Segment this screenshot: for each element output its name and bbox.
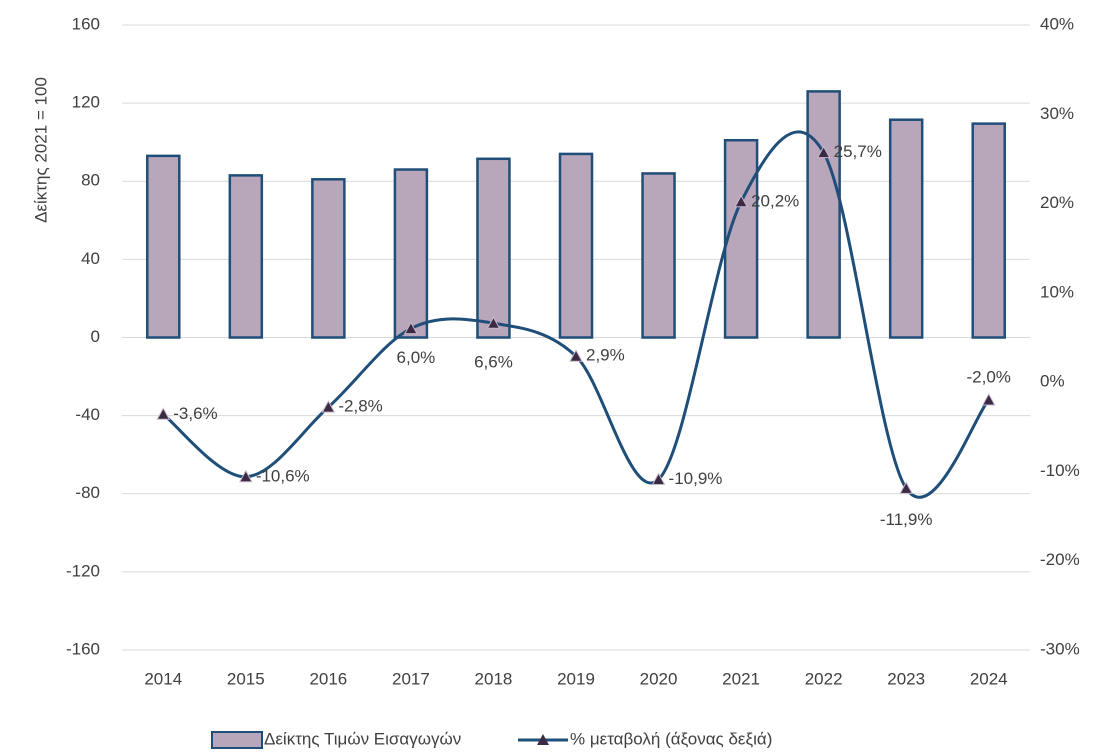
x-tick-label: 2017: [392, 669, 430, 688]
bar: [971, 122, 1006, 339]
y-tick-label: -160: [66, 639, 100, 658]
x-tick-label: 2024: [970, 669, 1008, 688]
x-tick-label: 2021: [722, 669, 760, 688]
x-tick-label: 2019: [557, 669, 595, 688]
marker: [238, 469, 253, 483]
legend-swatch: [211, 731, 263, 749]
x-tick-label: 2014: [144, 669, 182, 688]
y2-tick-label: -20%: [1040, 550, 1080, 569]
bar: [311, 178, 346, 339]
bar: [146, 154, 181, 339]
marker: [981, 392, 996, 406]
y-tick-label: 120: [72, 93, 100, 112]
data-label: 20,2%: [751, 191, 799, 210]
marker: [899, 481, 914, 494]
legend-label: Δείκτης Τιμών Εισαγωγών: [264, 729, 461, 748]
y2-tick-label: 10%: [1040, 282, 1074, 301]
data-label: 6,6%: [474, 353, 513, 372]
x-tick-label: 2022: [805, 669, 843, 688]
marker: [321, 400, 336, 413]
bar: [641, 172, 676, 339]
bar: [558, 152, 594, 339]
y2-tick-label: 0%: [1040, 372, 1065, 391]
data-label: 2,9%: [586, 346, 625, 365]
bar: [228, 174, 264, 339]
y2-tick-label: 30%: [1040, 104, 1074, 123]
y-tick-label: 160: [72, 14, 100, 33]
bar: [723, 138, 759, 339]
x-tick-label: 2023: [887, 669, 925, 688]
marker: [569, 349, 583, 362]
y2-tick-label: -30%: [1040, 639, 1080, 658]
legend-marker: [537, 734, 549, 745]
marker: [734, 194, 748, 208]
y2-tick-label: 20%: [1040, 193, 1074, 212]
y-tick-label: 0: [91, 327, 100, 346]
y-axis-label: Δείκτης 2021 = 100: [31, 77, 50, 223]
data-label: 25,7%: [834, 142, 882, 161]
y-tick-label: -80: [75, 483, 100, 502]
y2-tick-label: -10%: [1040, 461, 1080, 480]
data-label: -11,9%: [880, 510, 933, 529]
x-tick-label: 2018: [475, 669, 513, 688]
data-label: -3,6%: [173, 404, 217, 423]
y-tick-label: 80: [81, 171, 100, 190]
legend-label: % μεταβολή (άξονας δεξιά): [570, 729, 772, 748]
y-tick-label: 40: [81, 249, 100, 268]
marker: [486, 316, 501, 329]
y2-tick-label: 40%: [1040, 14, 1074, 33]
y-tick-label: -120: [66, 561, 100, 580]
x-tick-label: 2016: [309, 669, 347, 688]
bar: [806, 90, 841, 339]
x-tick-label: 2020: [640, 669, 678, 688]
data-label: -2,8%: [338, 397, 382, 416]
data-label: -10,6%: [256, 466, 310, 485]
marker: [404, 321, 418, 335]
data-label: 6,0%: [397, 348, 436, 367]
marker: [651, 472, 666, 485]
y-tick-label: -40: [75, 405, 100, 424]
marker: [816, 145, 831, 159]
marker: [156, 407, 171, 420]
x-tick-label: 2015: [227, 669, 265, 688]
data-label: -2,0%: [967, 367, 1011, 386]
bar: [476, 157, 511, 339]
bar: [888, 118, 924, 339]
data-label: -10,9%: [669, 469, 723, 488]
bar: [393, 168, 429, 339]
